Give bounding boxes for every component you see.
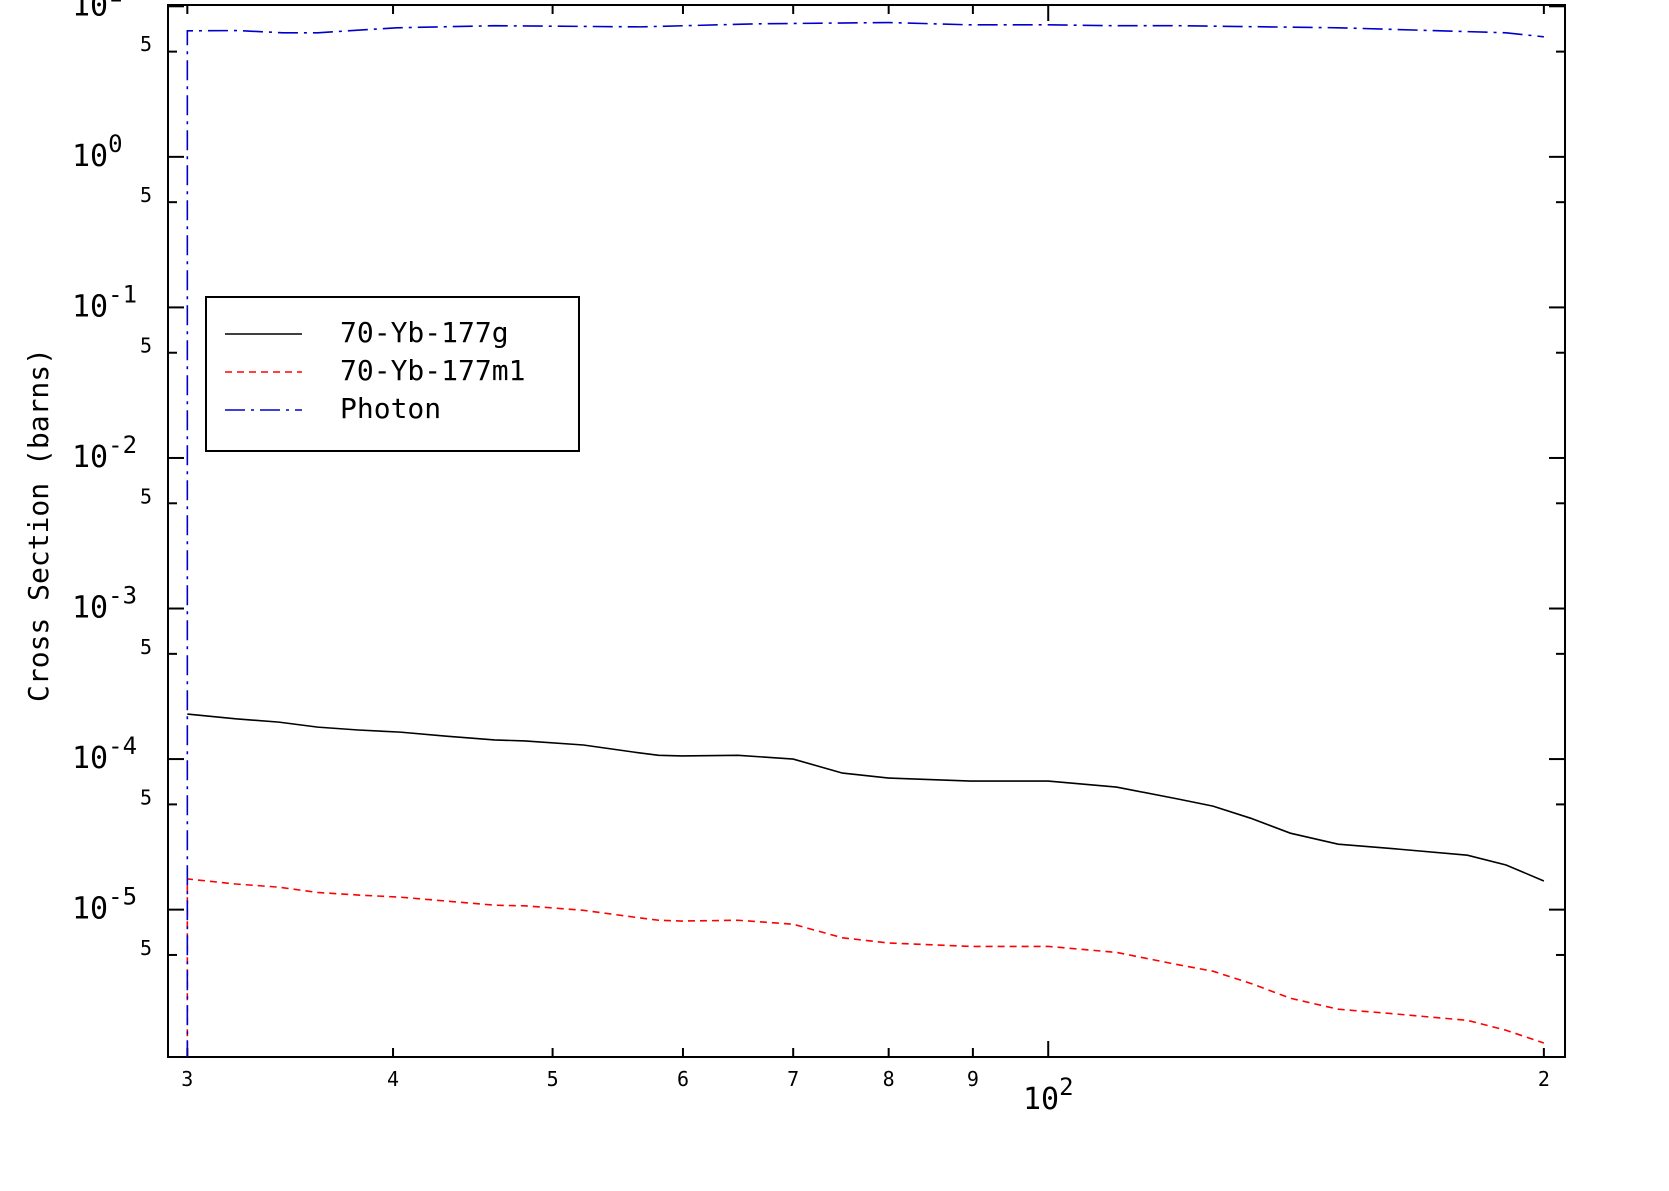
tick-label-base: 8 [883, 1067, 895, 1091]
tick-label-exponent: 1 [108, 0, 122, 7]
tick-label-exponent: -2 [108, 431, 137, 459]
y-tick-label: 5 [140, 484, 152, 508]
tick-label-exponent: 2 [1059, 1073, 1073, 1101]
tick-label-base: 6 [677, 1067, 689, 1091]
y-tick-label: 5 [140, 935, 152, 959]
y-tick-label: 10-4 [72, 732, 137, 776]
legend-label: 70-Yb-177g [340, 316, 509, 349]
legend-box [205, 296, 580, 452]
y-tick-label: 5 [140, 32, 152, 56]
tick-label-base: 5 [140, 785, 152, 809]
x-tick-label: 7 [787, 1067, 799, 1091]
tick-label-base: 10 [1023, 1082, 1059, 1117]
y-tick-label: 10-1 [72, 280, 137, 324]
y-tick-label: 10-2 [72, 431, 137, 475]
y-tick-label: 10-5 [72, 883, 137, 927]
tick-label-exponent: -5 [108, 883, 137, 911]
series-line [186, 878, 1545, 1057]
tick-label-base: 10 [72, 741, 108, 776]
y-tick-label: 5 [140, 333, 152, 357]
tick-label-base: 5 [140, 183, 152, 207]
tick-label-exponent: -1 [108, 280, 137, 308]
tick-label-base: 10 [72, 289, 108, 324]
tick-label-base: 2 [1538, 1067, 1550, 1091]
tick-label-base: 5 [140, 935, 152, 959]
tick-label-base: 4 [387, 1067, 399, 1091]
legend-label: 70-Yb-177m1 [340, 354, 525, 387]
y-tick-label: 100 [72, 130, 123, 174]
tick-label-exponent: -3 [108, 582, 137, 610]
y-tick-label: 101 [72, 0, 123, 23]
x-tick-label: 8 [883, 1067, 895, 1091]
tick-label-base: 10 [72, 138, 108, 173]
tick-label-base: 10 [72, 0, 108, 23]
tick-label-exponent: -4 [108, 732, 137, 760]
tick-label-base: 5 [547, 1067, 559, 1091]
tick-label-exponent: 0 [108, 130, 122, 158]
tick-label-base: 10 [72, 590, 108, 625]
tick-label-base: 10 [72, 439, 108, 474]
x-tick-label: 6 [677, 1067, 689, 1091]
plot-area [186, 21, 1545, 1057]
tick-label-base: 9 [967, 1067, 979, 1091]
x-tick-label: 2 [1538, 1067, 1550, 1091]
y-tick-label: 5 [140, 785, 152, 809]
x-tick-label: 102 [1023, 1073, 1074, 1117]
tick-label-base: 7 [787, 1067, 799, 1091]
x-tick-label: 5 [547, 1067, 559, 1091]
tick-label-base: 3 [181, 1067, 193, 1091]
tick-label-base: 10 [72, 891, 108, 926]
x-tick-label: 4 [387, 1067, 399, 1091]
x-tick-label: 9 [967, 1067, 979, 1091]
plot-frame [167, 4, 1566, 1058]
tick-label-base: 5 [140, 333, 152, 357]
x-tick-label: 3 [181, 1067, 193, 1091]
legend-label: Photon [340, 392, 441, 425]
y-tick-label: 5 [140, 634, 152, 658]
tick-label-base: 5 [140, 484, 152, 508]
tick-label-base: 5 [140, 634, 152, 658]
y-tick-label: 10-3 [72, 582, 137, 626]
y-axis-label: Cross Section (barns) [22, 348, 55, 702]
series-line [186, 21, 1544, 1057]
y-tick-label: 5 [140, 183, 152, 207]
series-line [187, 713, 1545, 882]
